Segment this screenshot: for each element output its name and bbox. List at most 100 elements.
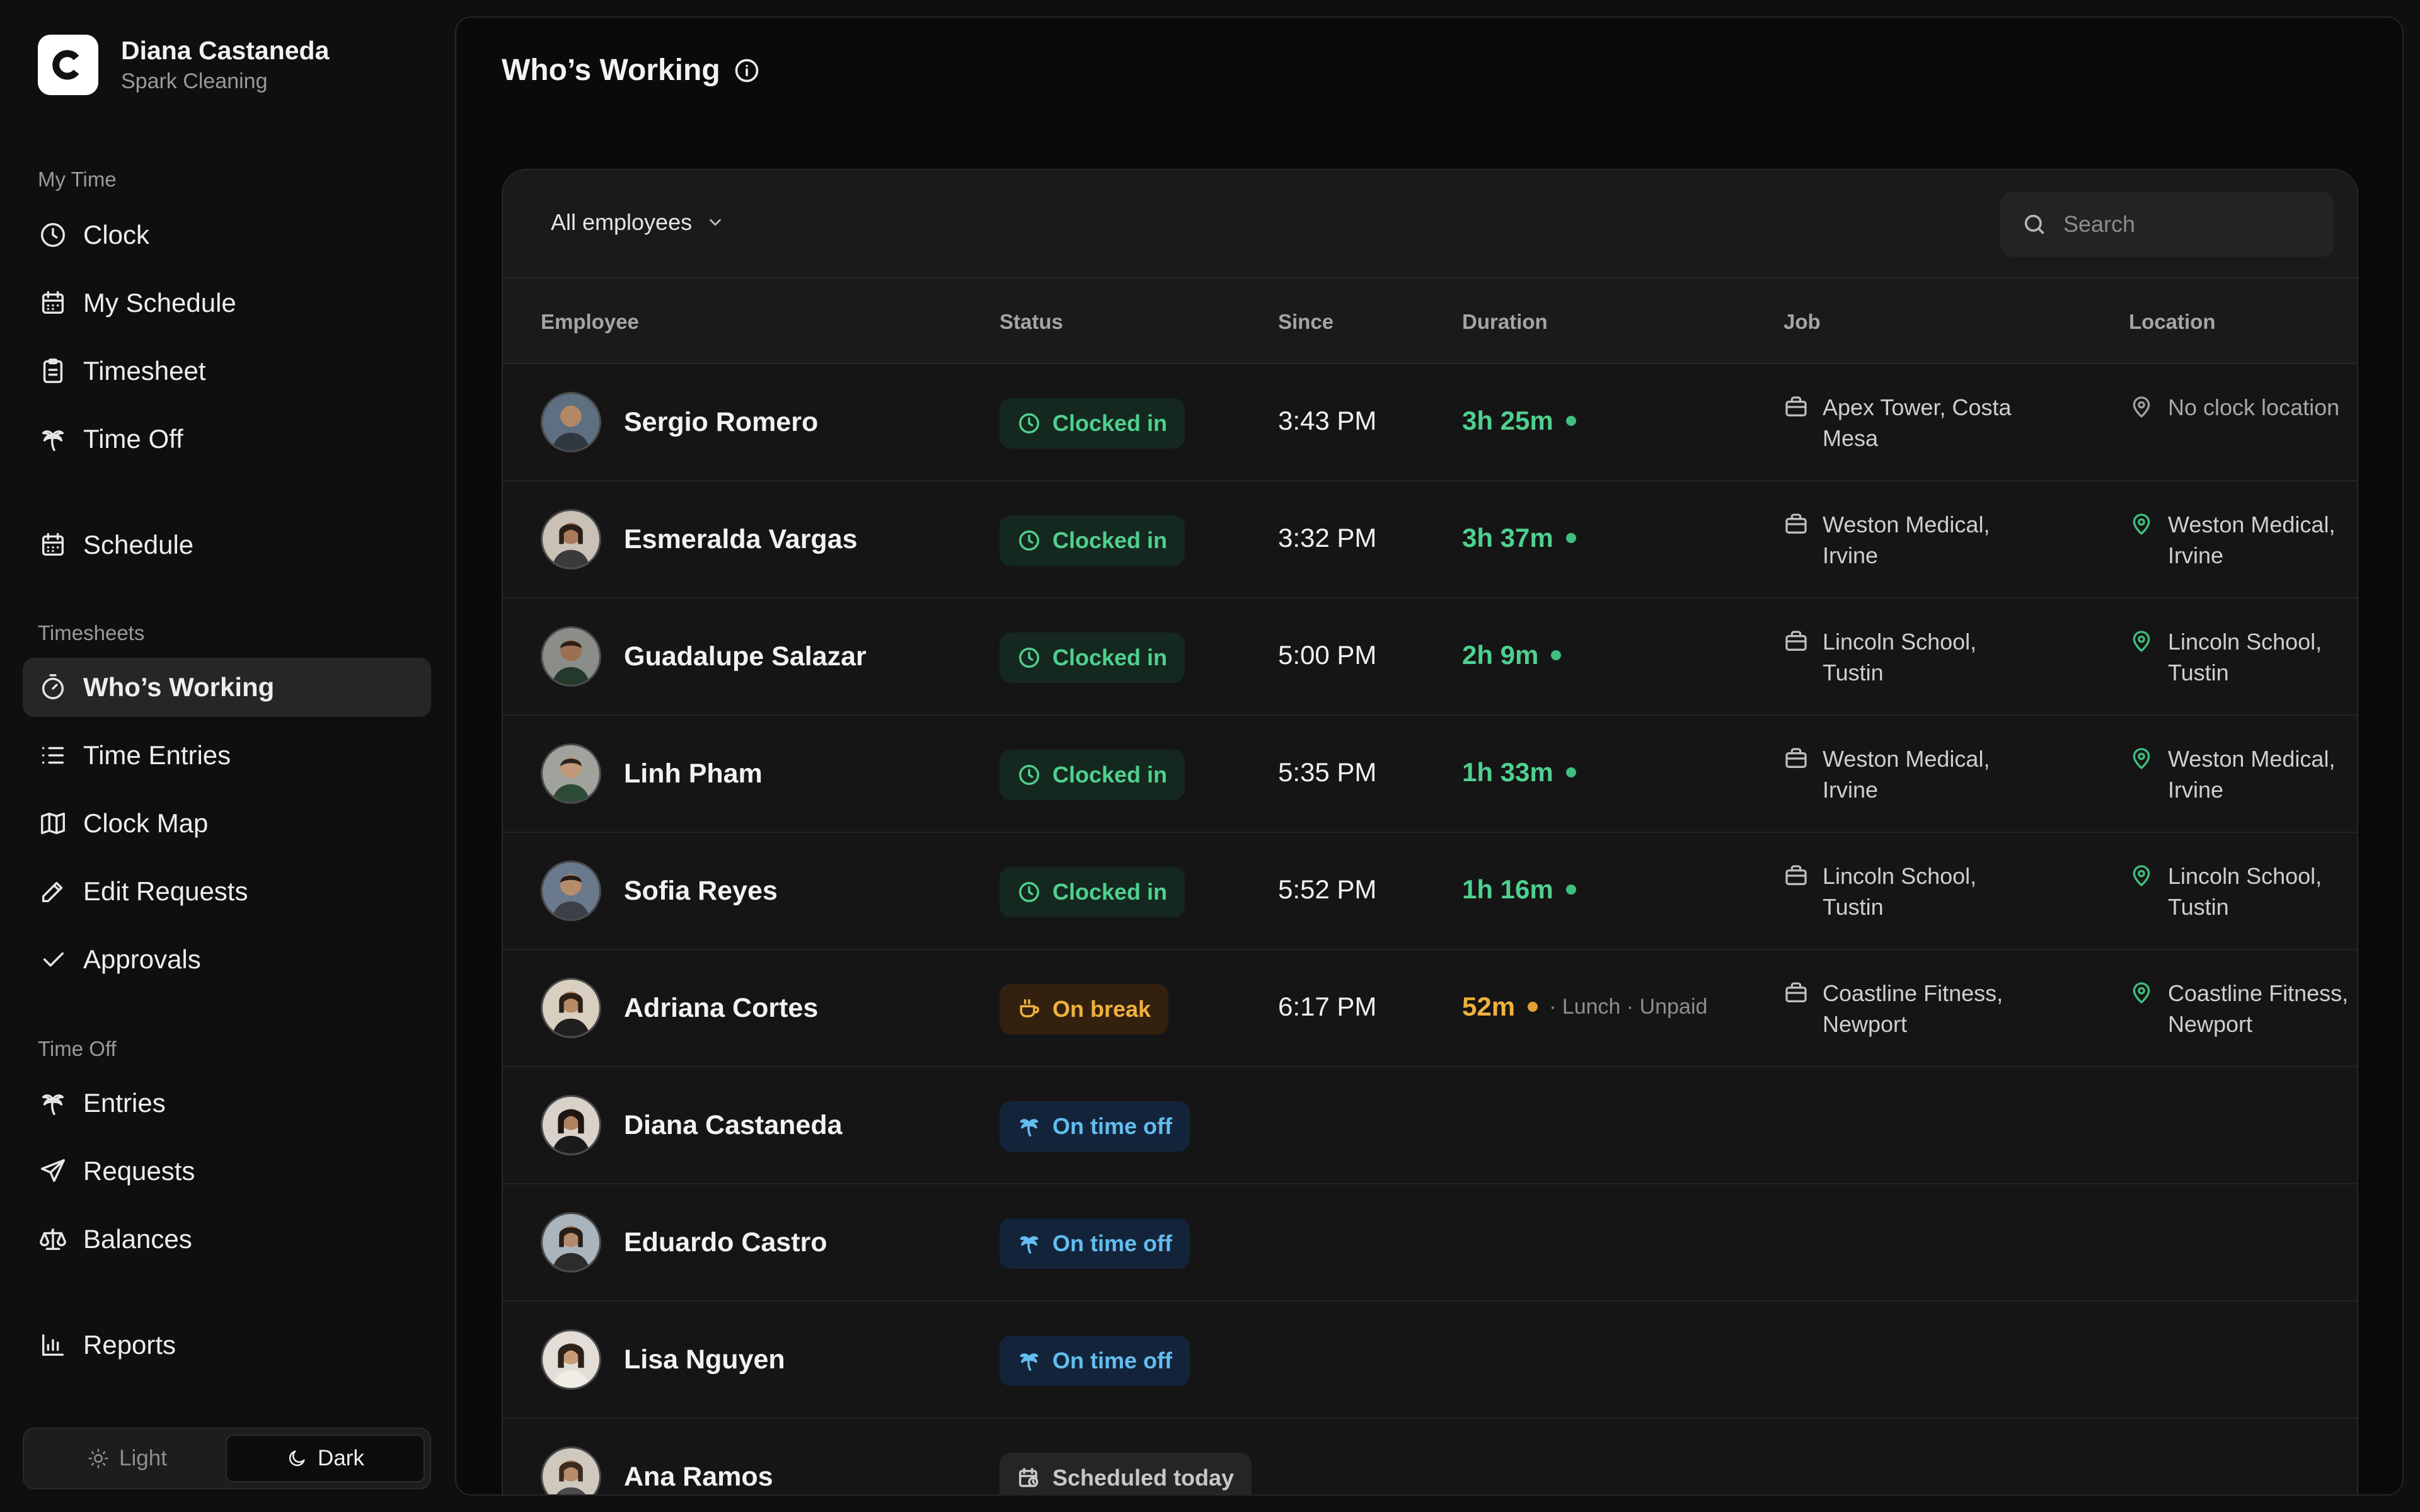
employee-filter-dropdown[interactable]: All employees [551,209,725,236]
since-time: 3:43 PM [1278,406,1377,435]
avatar [541,1329,601,1390]
status-cell: Clocked in [1000,515,1185,566]
column-header-job[interactable]: Job [1783,310,1821,333]
sidebar-item-label: Clock Map [83,808,209,838]
moon-icon [289,1450,305,1467]
sidebar-item-label: Edit Requests [83,876,248,906]
table-row[interactable]: Eduardo Castro On time off [503,1184,2357,1302]
theme-light-label: Light [119,1446,167,1470]
avatar [541,1095,601,1155]
pencil-icon [38,876,68,907]
sidebar-item-label: My Schedule [83,288,236,318]
sidebar-item-edit-requests[interactable]: Edit Requests [23,862,431,921]
table-row[interactable]: Sergio Romero Clocked in 3:43 PM 3h 25m … [503,364,2357,481]
job-name-line1: Lincoln School, [1823,629,1977,655]
status-badge: Clocked in [1000,633,1185,683]
column-header-since[interactable]: Since [1278,310,1334,333]
sidebar-item-schedule[interactable]: Schedule [23,515,431,575]
sidebar-item-clock-map[interactable]: Clock Map [23,794,431,853]
map-pin-icon [2133,865,2150,886]
location-name-line2: Newport [2168,1011,2253,1037]
calendar-clock-icon [1019,1468,1039,1487]
location-name-line2: Irvine [2168,777,2224,803]
location-name-line1: Lincoln School, [2168,863,2322,889]
sidebar-item-approvals[interactable]: Approvals [23,930,431,989]
duration-cell: 52m · Lunch · Unpaid [1462,992,1707,1022]
location-cell: Coastline Fitness, Newport [2129,978,2357,1040]
sidebar-item-reports[interactable]: Reports [23,1315,431,1375]
sidebar-item-time-off[interactable]: Time Off [23,410,431,469]
briefcase-icon [1785,513,1807,534]
status-text: Clocked in [1052,410,1168,436]
table-row[interactable]: Linh Pham Clocked in 5:35 PM 1h 33m West… [503,716,2357,833]
sidebar-item-whos-working[interactable]: Who’s Working [23,658,431,717]
briefcase-icon [1785,631,1807,651]
theme-dark-button[interactable]: Dark [226,1435,425,1482]
status-cell: Clocked in [1000,633,1185,683]
palm-tree-icon [38,424,68,454]
sidebar-item-timesheet[interactable]: Timesheet [23,341,431,401]
location-name-line2: Tustin [2168,660,2229,685]
sidebar-item-requests[interactable]: Requests [23,1142,431,1201]
search-box [2000,192,2334,257]
sidebar-item-time-entries[interactable]: Time Entries [23,726,431,785]
employee-cell: Ana Ramos [541,1446,773,1494]
sidebar-item-balances[interactable]: Balances [23,1210,431,1269]
status-text: On break [1052,996,1151,1022]
sidebar-item-clock[interactable]: Clock [23,205,431,265]
job-cell: Coastline Fitness, Newport [1783,978,2099,1040]
sidebar-item-entries[interactable]: Entries [23,1074,431,1133]
nav-section-my-time: My Time [38,168,117,191]
sidebar-item-label: Reports [83,1330,176,1360]
job-cell: Lincoln School, Tustin [1783,626,2099,688]
duration-cell: 2h 9m [1462,640,1562,670]
table-row[interactable]: Diana Castaneda On time off [503,1067,2357,1184]
table-row[interactable]: Ana Ramos Scheduled today [503,1419,2357,1494]
table-row[interactable]: Esmeralda Vargas Clocked in 3:32 PM 3h 3… [503,481,2357,598]
employee-cell: Lisa Nguyen [541,1329,785,1390]
since-time: 5:35 PM [1278,757,1377,787]
table-toolbar: All employees [503,170,2357,278]
table-row[interactable]: Adriana Cortes On break 6:17 PM 52m · Lun… [503,950,2357,1067]
organization-name: Spark Cleaning [121,69,268,93]
table-row[interactable]: Guadalupe Salazar Clocked in 5:00 PM 2h … [503,598,2357,716]
column-header-employee[interactable]: Employee [541,310,639,333]
sidebar-item-label: Balances [83,1224,192,1254]
status-badge: Scheduled today [1000,1453,1252,1494]
scale-icon [38,1224,68,1254]
user-name: Diana Castaneda [121,36,330,65]
job-name-line1: Weston Medical, [1823,746,1990,772]
avatar [541,392,601,452]
company-logo [38,35,98,95]
job-name-line1: Lincoln School, [1823,863,1977,889]
column-header-duration[interactable]: Duration [1462,310,1548,333]
calendar-icon [38,288,68,318]
employee-cell: Eduardo Castro [541,1212,827,1273]
search-input[interactable] [2063,211,2315,238]
employee-name: Esmeralda Vargas [624,524,858,554]
nav-section-timesheets: Timesheets [38,621,145,644]
status-text: Clocked in [1052,879,1168,905]
job-name-line2: Tustin [1823,894,1884,920]
page-header: Who’s Working [502,53,761,88]
sidebar-item-my-schedule[interactable]: My Schedule [23,273,431,333]
table-row[interactable]: Sofia Reyes Clocked in 5:52 PM 1h 16m Li… [503,833,2357,950]
search-icon [2024,214,2044,234]
duration-value: 1h 33m [1462,757,1553,787]
table-row[interactable]: Lisa Nguyen On time off [503,1302,2357,1419]
palm-tree-icon [1020,1353,1039,1371]
employee-name: Sofia Reyes [624,875,778,906]
theme-light-button[interactable]: Light [29,1435,226,1482]
status-badge: On time off [1000,1336,1190,1386]
palm-tree-icon [38,1088,68,1118]
job-name-line2: Tustin [1823,660,1884,685]
status-text: Clocked in [1052,644,1168,670]
job-name-line2: Mesa [1823,425,1879,451]
sidebar-item-label: Time Off [83,424,183,454]
column-header-status[interactable]: Status [1000,310,1063,333]
account-switcher[interactable]: Diana Castaneda Spark Cleaning [38,34,329,96]
clock-icon [1019,882,1039,902]
since-time: 3:32 PM [1278,523,1377,553]
info-icon[interactable] [733,57,761,84]
column-header-location[interactable]: Location [2129,310,2216,333]
